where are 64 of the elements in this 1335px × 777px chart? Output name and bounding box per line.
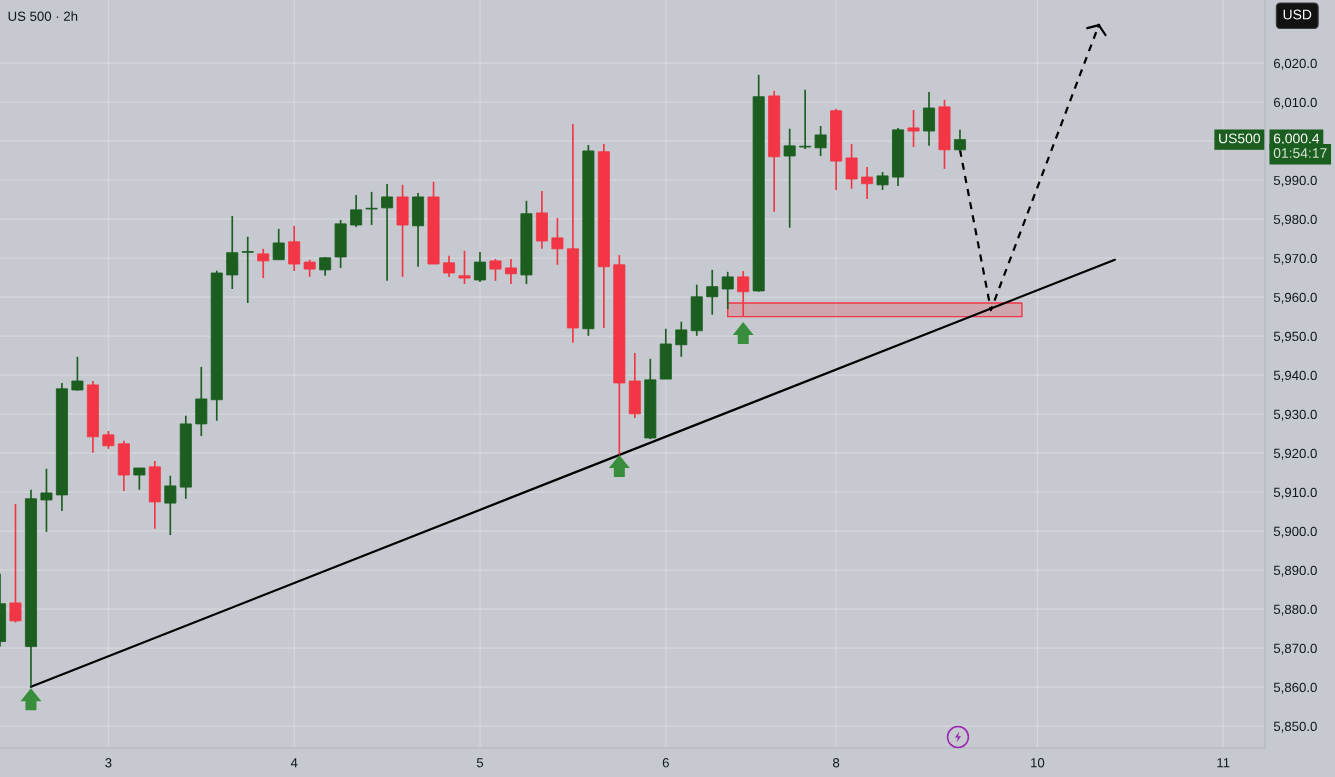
y-tick-label: 5,980.0: [1273, 214, 1317, 226]
candlestick: [71, 356, 84, 392]
x-tick-label: 5: [476, 758, 484, 768]
y-tick-label: 5,960.0: [1273, 292, 1317, 304]
candlestick: [319, 256, 332, 277]
candlestick: [257, 247, 270, 279]
x-tick-label: 11: [1217, 758, 1230, 768]
candlestick: [551, 217, 564, 266]
candlestick: [226, 215, 239, 290]
y-tick-label: 5,950.0: [1273, 331, 1317, 343]
candlestick: [458, 249, 471, 285]
candlestick: [272, 228, 285, 261]
y-tick-label: 6,020.0: [1274, 58, 1317, 70]
candlestick: [845, 143, 858, 190]
y-tick-label: 5,930.0: [1273, 409, 1317, 421]
x-tick-label: 4: [290, 758, 298, 768]
y-tick-label: 5,990.0: [1273, 175, 1317, 187]
candlestick: [923, 91, 935, 147]
candlestick: [365, 191, 378, 226]
candlestick: [9, 503, 22, 624]
y-axis-title: USD: [1283, 9, 1312, 20]
point: [732, 322, 754, 345]
candlestick: [799, 88, 812, 150]
candlestick: [164, 474, 177, 536]
text: US 500 · 2h: [8, 11, 78, 21]
candlestick: [350, 194, 363, 228]
x-tick-label: 3: [105, 758, 112, 768]
y-tick-label: 5,970.0: [1273, 253, 1317, 265]
candlestick: [861, 166, 874, 200]
text: 01:54:17: [1273, 148, 1327, 158]
text: 6,000.4: [1273, 133, 1320, 145]
candlestick: [675, 320, 688, 358]
point: [20, 688, 42, 711]
candlestick: [907, 109, 920, 148]
y-tick-label: 5,920.0: [1273, 448, 1317, 460]
candlestick: [241, 235, 254, 304]
y-tick-label: 5,850.0: [1273, 721, 1317, 733]
y-tick-label: 5,870.0: [1273, 643, 1317, 655]
y-tick-label: 6,010.0: [1274, 97, 1317, 109]
candlestick: [489, 258, 502, 282]
x-tick-label: 6: [662, 758, 669, 768]
annotation: US500: [1219, 133, 1261, 144]
point: [608, 455, 630, 478]
candlestick: [783, 127, 796, 229]
candlestick: [504, 258, 517, 285]
candlestick: [737, 270, 750, 317]
y-tick-label: 5,900.0: [1273, 526, 1317, 538]
x-tick-label: 10: [1031, 758, 1045, 768]
y-tick-label: 5,910.0: [1273, 487, 1317, 499]
candlestick: [40, 467, 53, 533]
candlestick: [133, 467, 146, 491]
y-tick-label: 5,860.0: [1273, 682, 1317, 694]
candlestick: [814, 125, 827, 157]
y-tick-label: 5,880.0: [1273, 604, 1317, 616]
candlestick: [721, 270, 734, 310]
y-tick-label: 5,890.0: [1273, 565, 1317, 577]
candlestick: [381, 183, 394, 282]
y-tick-label: 5,940.0: [1273, 370, 1317, 382]
x-tick-label: 8: [833, 758, 840, 768]
candlestick: [953, 129, 966, 152]
candlestick: [706, 269, 719, 316]
candlestick: [473, 251, 486, 283]
candlestick: [443, 254, 456, 278]
candlestick: [288, 224, 301, 272]
